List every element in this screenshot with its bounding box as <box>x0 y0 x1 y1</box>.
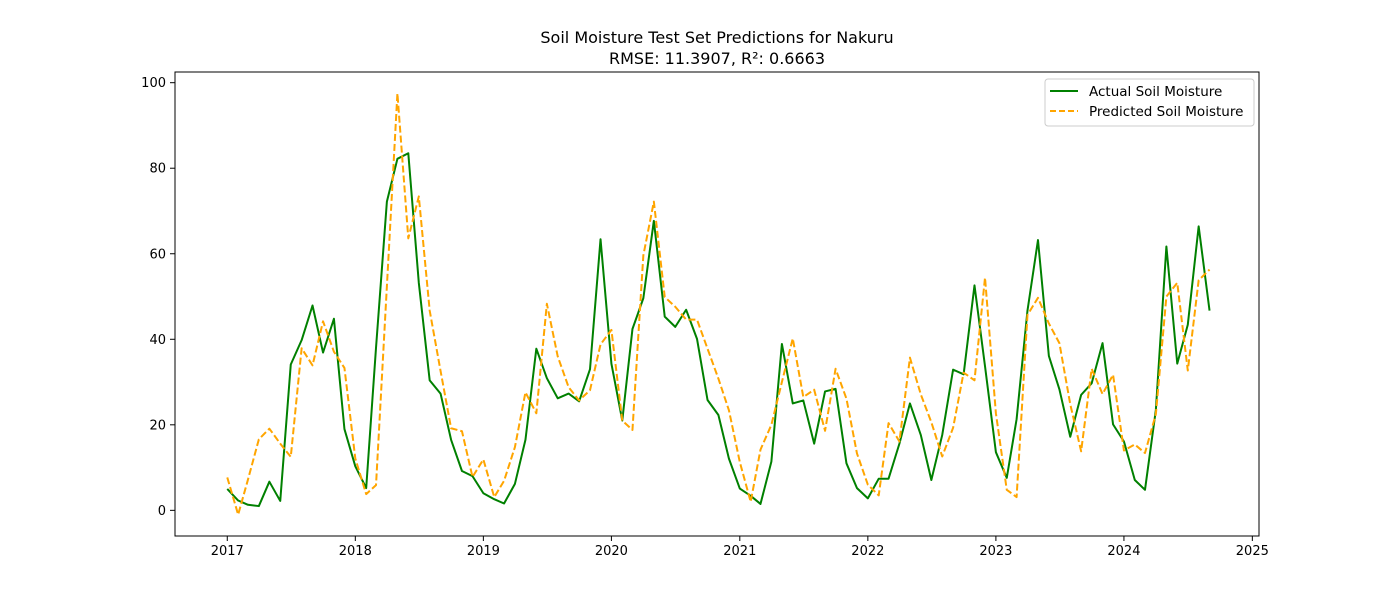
x-tick-label: 2022 <box>851 544 884 559</box>
plot-frame <box>174 71 1260 537</box>
plot-area: 2017 2018 2019 2020 2021 2022 2023 2024 2025 0 20… <box>141 71 1269 559</box>
y-tick-label: 60 <box>149 247 166 262</box>
legend-label-predicted: Predicted Soil Moisture <box>1089 104 1243 120</box>
y-tick-label: 80 <box>149 162 166 177</box>
x-tick-label: 2021 <box>723 544 756 559</box>
chart-title: Soil Moisture Test Set Predictions for N… <box>540 28 893 47</box>
legend-box <box>1044 78 1255 127</box>
y-tick-label: 0 <box>158 504 166 519</box>
series-layer <box>226 92 1211 516</box>
x-tick-label: 2024 <box>1107 544 1140 559</box>
actual-series-line <box>226 152 1211 508</box>
y-axis: 0 20 40 60 80 100 <box>141 76 175 519</box>
x-tick-label: 2019 <box>467 544 500 559</box>
predicted-series-line <box>226 92 1211 516</box>
chart-subtitle: RMSE: 11.3907, R²: 0.6663 <box>609 49 825 68</box>
legend: Actual Soil Moisture Predicted Soil Mois… <box>1044 78 1255 127</box>
x-axis: 2017 2018 2019 2020 2021 2022 2023 2024 2025 <box>211 536 1269 559</box>
x-tick-label: 2018 <box>339 544 372 559</box>
x-tick-label: 2025 <box>1236 544 1269 559</box>
y-tick-label: 40 <box>149 333 166 348</box>
y-tick-label: 100 <box>141 76 166 91</box>
x-tick-label: 2023 <box>979 544 1012 559</box>
x-tick-label: 2017 <box>211 544 244 559</box>
legend-label-actual: Actual Soil Moisture <box>1089 84 1222 100</box>
x-tick-label: 2020 <box>595 544 628 559</box>
y-tick-label: 20 <box>149 418 166 433</box>
